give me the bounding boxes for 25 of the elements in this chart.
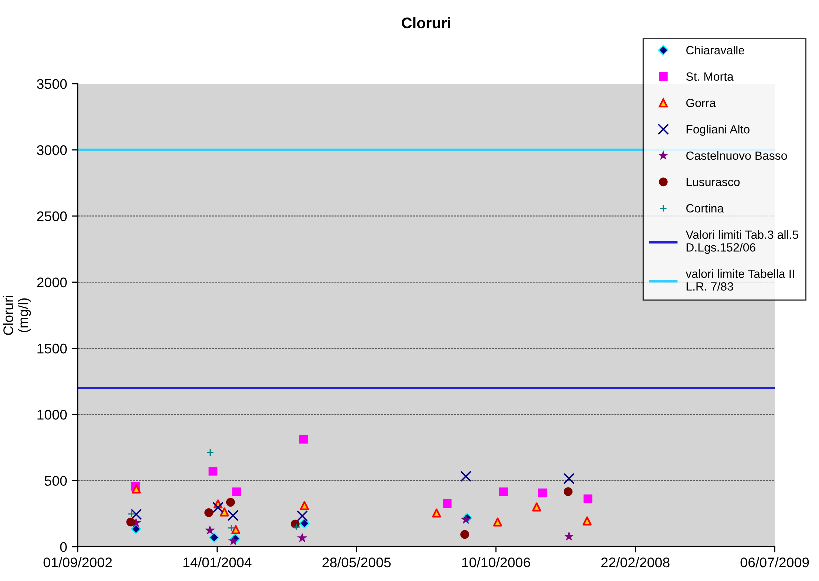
legend-label: Gorra xyxy=(686,99,716,108)
x-tick-label: 28/05/2005 xyxy=(322,557,391,568)
y-axis-title: Cloruri (mg/l) xyxy=(3,296,32,336)
y-tick-label: 2500 xyxy=(37,212,68,222)
y-tick-label: 1500 xyxy=(38,344,68,354)
y-tick-label: 3500 xyxy=(37,79,68,90)
legend-label: Chiaravalle xyxy=(686,46,744,55)
legend-label: Valori limiti Tab.3 all.5 D.Lgs.152/06 xyxy=(686,230,799,254)
legend-label: Fogliani Alto xyxy=(686,125,750,136)
legend-label: Cortina xyxy=(686,204,724,213)
x-tick-label: 14/01/2004 xyxy=(184,557,252,568)
x-tick-label: 10/10/2006 xyxy=(462,557,530,568)
legend-label: St. Morta xyxy=(686,72,734,82)
y-tick-label: 0 xyxy=(60,542,68,552)
chart-title: Cloruri xyxy=(402,17,450,29)
x-tick-label: 01/09/2002 xyxy=(44,557,112,568)
x-tick-label: 22/02/2008 xyxy=(602,557,670,568)
x-tick-label: 06/07/2009 xyxy=(740,557,810,568)
legend-label: Castelnuovo Basso xyxy=(686,151,788,160)
y-tick-label: 2000 xyxy=(37,278,68,288)
legend-label: Lusurasco xyxy=(686,178,740,186)
y-tick-label: 500 xyxy=(44,476,68,486)
y-tick-label: 3000 xyxy=(37,145,68,156)
legend-label: valori limite Tabella II L.R. 7/83 xyxy=(686,270,794,291)
y-tick-label: 1000 xyxy=(38,410,68,420)
